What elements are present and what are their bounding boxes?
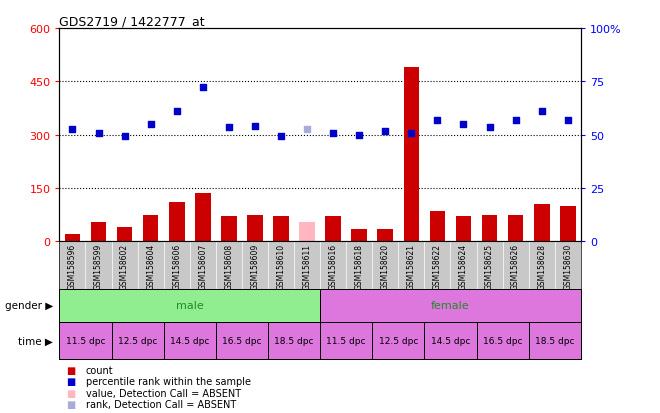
Text: 14.5 dpc: 14.5 dpc bbox=[431, 336, 470, 345]
Text: 18.5 dpc: 18.5 dpc bbox=[275, 336, 314, 345]
Bar bbox=[372, 322, 424, 359]
Text: gender ▶: gender ▶ bbox=[5, 301, 53, 311]
Point bbox=[484, 125, 495, 131]
Bar bbox=[529, 322, 581, 359]
Text: GSM158618: GSM158618 bbox=[354, 243, 364, 289]
Text: ■: ■ bbox=[66, 365, 75, 375]
Text: GSM158628: GSM158628 bbox=[537, 243, 546, 289]
Point bbox=[354, 132, 364, 138]
Bar bbox=[477, 322, 529, 359]
Bar bbox=[268, 322, 320, 359]
Text: GSM158620: GSM158620 bbox=[381, 243, 390, 289]
Text: 14.5 dpc: 14.5 dpc bbox=[170, 336, 209, 345]
Text: GDS2719 / 1422777_at: GDS2719 / 1422777_at bbox=[59, 15, 205, 28]
Text: GSM158609: GSM158609 bbox=[250, 243, 259, 289]
Text: ■: ■ bbox=[66, 376, 75, 386]
Bar bbox=[325, 217, 341, 242]
Point bbox=[276, 134, 286, 140]
Bar bbox=[299, 222, 315, 242]
Text: GSM158604: GSM158604 bbox=[146, 243, 155, 289]
Point bbox=[537, 109, 547, 116]
Text: GSM158625: GSM158625 bbox=[485, 243, 494, 289]
Bar bbox=[65, 235, 81, 242]
Text: GSM158622: GSM158622 bbox=[433, 243, 442, 289]
Bar bbox=[273, 217, 289, 242]
Bar bbox=[430, 211, 446, 242]
Text: value, Detection Call = ABSENT: value, Detection Call = ABSENT bbox=[86, 388, 241, 398]
Point bbox=[224, 125, 234, 131]
Text: GSM158626: GSM158626 bbox=[511, 243, 520, 289]
Text: 11.5 dpc: 11.5 dpc bbox=[66, 336, 105, 345]
Bar bbox=[59, 289, 320, 322]
Point bbox=[172, 109, 182, 116]
Bar bbox=[424, 322, 477, 359]
Bar bbox=[195, 194, 211, 242]
Text: 16.5 dpc: 16.5 dpc bbox=[222, 336, 261, 345]
Point bbox=[302, 127, 312, 133]
Point bbox=[119, 134, 130, 140]
Point bbox=[380, 128, 391, 135]
Bar bbox=[482, 215, 498, 242]
Point bbox=[562, 118, 573, 124]
Bar bbox=[247, 215, 263, 242]
Text: GSM158599: GSM158599 bbox=[94, 243, 103, 289]
Bar bbox=[534, 204, 550, 242]
Point bbox=[67, 127, 78, 133]
Text: rank, Detection Call = ABSENT: rank, Detection Call = ABSENT bbox=[86, 399, 236, 409]
Point bbox=[93, 130, 104, 137]
Text: GSM158608: GSM158608 bbox=[224, 243, 234, 289]
Text: GSM158607: GSM158607 bbox=[198, 243, 207, 289]
Bar bbox=[164, 322, 216, 359]
Text: GSM158630: GSM158630 bbox=[563, 243, 572, 289]
Bar bbox=[560, 206, 576, 242]
Bar bbox=[455, 217, 471, 242]
Bar bbox=[508, 215, 523, 242]
Text: ■: ■ bbox=[66, 399, 75, 409]
Point bbox=[145, 121, 156, 128]
Text: 16.5 dpc: 16.5 dpc bbox=[483, 336, 522, 345]
Text: 12.5 dpc: 12.5 dpc bbox=[379, 336, 418, 345]
Point bbox=[249, 123, 260, 130]
Bar bbox=[403, 68, 419, 242]
Text: 12.5 dpc: 12.5 dpc bbox=[118, 336, 157, 345]
Text: ■: ■ bbox=[66, 388, 75, 398]
Bar bbox=[221, 217, 237, 242]
Text: 18.5 dpc: 18.5 dpc bbox=[535, 336, 574, 345]
Text: male: male bbox=[176, 301, 204, 311]
Bar bbox=[169, 203, 185, 242]
Bar bbox=[59, 322, 112, 359]
Bar bbox=[117, 228, 133, 242]
Point bbox=[510, 118, 521, 124]
Point bbox=[197, 84, 208, 91]
Bar bbox=[320, 289, 581, 322]
Point bbox=[406, 130, 416, 137]
Point bbox=[458, 121, 469, 128]
Bar bbox=[143, 215, 158, 242]
Text: GSM158616: GSM158616 bbox=[329, 243, 338, 289]
Bar bbox=[90, 222, 106, 242]
Text: female: female bbox=[431, 301, 470, 311]
Text: 11.5 dpc: 11.5 dpc bbox=[327, 336, 366, 345]
Text: time ▶: time ▶ bbox=[18, 336, 53, 346]
Text: GSM158606: GSM158606 bbox=[172, 243, 182, 289]
Bar bbox=[320, 322, 372, 359]
Text: percentile rank within the sample: percentile rank within the sample bbox=[86, 376, 251, 386]
Bar bbox=[378, 229, 393, 242]
Text: GSM158596: GSM158596 bbox=[68, 243, 77, 289]
Text: GSM158621: GSM158621 bbox=[407, 243, 416, 289]
Text: count: count bbox=[86, 365, 114, 375]
Point bbox=[432, 118, 443, 124]
Bar bbox=[216, 322, 268, 359]
Text: GSM158611: GSM158611 bbox=[302, 243, 312, 289]
Bar bbox=[351, 229, 367, 242]
Point bbox=[328, 130, 339, 137]
Bar bbox=[112, 322, 164, 359]
Text: GSM158602: GSM158602 bbox=[120, 243, 129, 289]
Text: GSM158610: GSM158610 bbox=[277, 243, 286, 289]
Text: GSM158624: GSM158624 bbox=[459, 243, 468, 289]
